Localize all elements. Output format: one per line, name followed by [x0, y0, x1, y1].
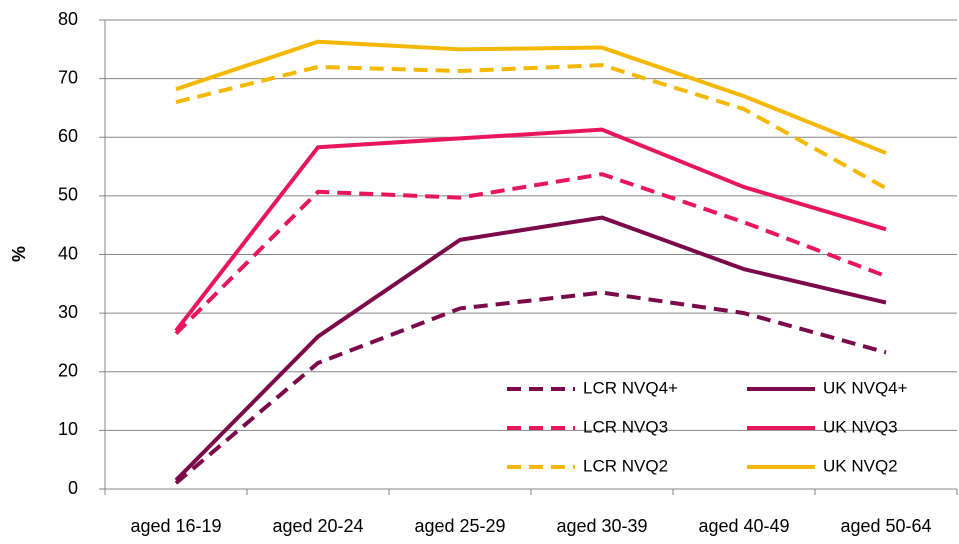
series-line	[175, 39, 887, 155]
x-tick-label: aged 20-24	[272, 516, 363, 536]
x-tick-label: aged 30-39	[556, 516, 647, 536]
legend-label: LCR NVQ3	[583, 417, 668, 436]
y-tick-label: 20	[58, 361, 78, 381]
series-line	[175, 63, 887, 191]
y-tick-label: 60	[58, 126, 78, 146]
series-line	[174, 172, 887, 336]
series-line	[174, 290, 887, 485]
y-tick-label: 40	[58, 243, 78, 263]
x-tick-label: aged 40-49	[698, 516, 789, 536]
y-tick-label: 30	[58, 302, 78, 322]
x-tick-label: aged 50-64	[840, 516, 931, 536]
legend-label: LCR NVQ2	[583, 456, 668, 475]
legend-label: LCR NVQ4+	[583, 378, 678, 397]
series-line	[174, 127, 887, 332]
y-tick-label: 50	[58, 185, 78, 205]
legend-label: UK NVQ3	[823, 417, 898, 436]
y-tick-label: 80	[58, 9, 78, 29]
series-line	[174, 215, 887, 482]
y-tick-label: 0	[68, 478, 78, 498]
legend-label: UK NVQ2	[823, 456, 898, 475]
x-tick-label: aged 25-29	[414, 516, 505, 536]
y-tick-label: 70	[58, 67, 78, 87]
y-axis-label: %	[9, 246, 29, 262]
x-tick-label: aged 16-19	[130, 516, 221, 536]
y-tick-label: 10	[58, 419, 78, 439]
legend-label: UK NVQ4+	[823, 378, 908, 397]
